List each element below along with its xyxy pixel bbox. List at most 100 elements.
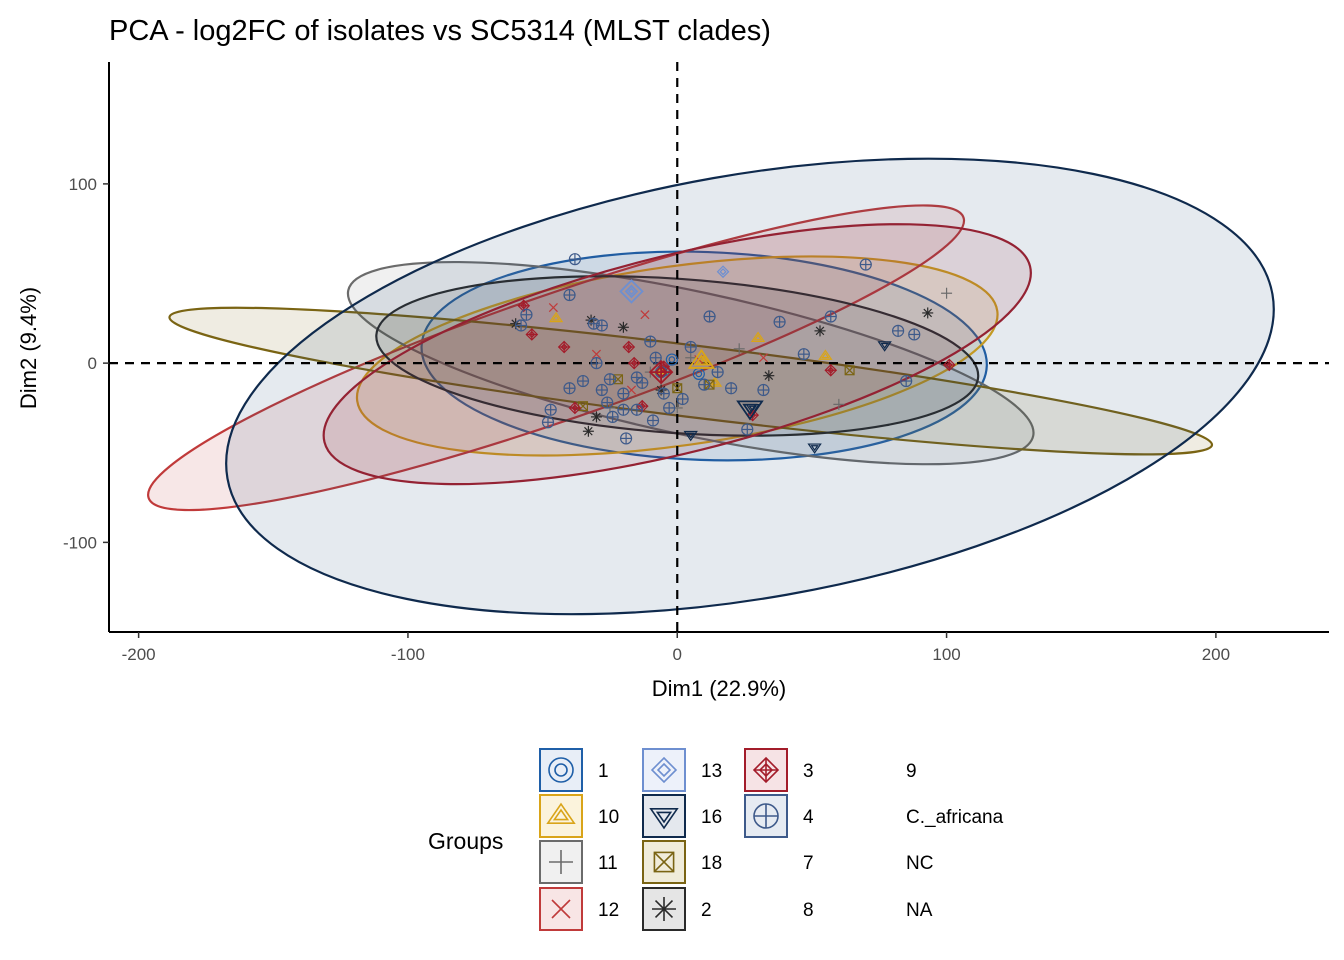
chart-title: PCA - log2FC of isolates vs SC5314 (MLST… — [109, 15, 771, 47]
point-group-4 — [725, 382, 738, 395]
legend-label: C._africana — [906, 807, 1004, 828]
legend-item-na: NA — [906, 900, 933, 921]
point-group-11 — [685, 352, 697, 364]
centroid-group-10 — [687, 348, 716, 369]
point-group-2 — [814, 325, 826, 337]
point-group-4 — [541, 416, 555, 429]
point-group-10 — [818, 349, 833, 360]
legend-label: 7 — [803, 853, 814, 874]
legend-item-9: 9 — [906, 761, 917, 782]
x-tick-label: -200 — [122, 645, 156, 664]
point-group-12 — [640, 310, 650, 320]
point-group-4 — [563, 288, 576, 302]
point-layer — [510, 253, 956, 454]
point-group-1 — [665, 353, 678, 366]
x-tick-label: -100 — [391, 645, 425, 664]
point-group-4 — [619, 432, 633, 445]
legend-item-2: 2 — [642, 887, 712, 931]
point-group-3 — [824, 363, 838, 377]
legend-label: 1 — [598, 761, 609, 782]
point-group-16 — [807, 443, 822, 454]
legend-item-10: 10 — [539, 794, 619, 838]
point-group-3 — [622, 340, 636, 354]
legend-label: 12 — [598, 900, 619, 921]
y-tick-label: -100 — [63, 533, 97, 552]
point-group-4 — [630, 403, 643, 416]
legend-key — [642, 794, 686, 838]
point-group-10 — [750, 331, 766, 342]
legend-label: 4 — [803, 807, 814, 828]
point-group-4 — [606, 410, 619, 424]
point-group-2 — [617, 321, 629, 333]
point-group-12 — [758, 353, 768, 363]
point-group-12 — [548, 303, 558, 313]
point-group-4 — [644, 335, 657, 348]
point-group-3 — [942, 358, 956, 372]
legend-label: 2 — [701, 900, 712, 921]
reference-lines — [109, 62, 1329, 632]
y-tick-label: 100 — [69, 175, 97, 194]
legend-label: 8 — [803, 900, 814, 921]
point-group-4 — [587, 317, 600, 330]
y-axis-label: Dim2 (9.4%) — [16, 287, 41, 409]
point-group-4 — [698, 378, 711, 391]
legend-label: 13 — [701, 761, 722, 782]
x-axis-label: Dim1 (22.9%) — [652, 676, 786, 701]
point-group-4 — [757, 383, 770, 397]
point-group-4 — [630, 371, 643, 384]
legend-label: 18 — [701, 853, 722, 874]
point-group-13 — [716, 265, 730, 279]
point-group-4 — [601, 396, 614, 409]
legend-item-13: 13 — [642, 748, 722, 792]
legend-item-c-africana: C._africana — [906, 807, 1004, 828]
point-group-4 — [563, 382, 576, 395]
point-group-12 — [591, 349, 602, 359]
point-group-10 — [548, 311, 564, 323]
ellipse-group-18 — [168, 306, 1214, 456]
x-tick-label: 0 — [673, 645, 682, 664]
point-group-4 — [676, 392, 689, 406]
legend-label: 10 — [598, 807, 619, 828]
point-group-2 — [590, 411, 602, 423]
point-group-11 — [941, 287, 953, 299]
legend-item-18: 18 — [642, 840, 722, 884]
point-group-4 — [646, 414, 660, 427]
point-group-4 — [595, 383, 608, 397]
point-group-4 — [568, 253, 582, 266]
point-group-2 — [763, 370, 775, 382]
legend-label: NC — [906, 853, 933, 874]
point-group-4 — [824, 310, 837, 323]
point-group-4 — [773, 315, 786, 329]
legend-key — [539, 748, 583, 792]
point-group-11 — [733, 343, 745, 355]
point-group-4 — [859, 258, 872, 271]
legend-item-3: 3 — [744, 748, 814, 792]
point-group-4 — [590, 357, 603, 370]
point-group-4 — [797, 348, 810, 361]
point-group-3 — [627, 356, 641, 370]
legend-item-11: 11 — [539, 840, 618, 884]
legend-label: 9 — [906, 761, 917, 782]
point-group-4 — [595, 319, 608, 332]
point-group-2 — [582, 425, 594, 437]
point-group-4 — [520, 308, 533, 321]
point-group-4 — [684, 340, 697, 354]
y-tick-label: 0 — [88, 354, 97, 373]
legend: 1 13 3 9 10 16 4 C._africana 11 18 7 NC 12 2 8 NA — [539, 748, 1004, 931]
point-group-4 — [900, 374, 913, 388]
axes: -200 -100 0 100 200 -100 0 100 — [63, 62, 1329, 664]
point-group-3 — [568, 401, 582, 415]
x-tick-label: 200 — [1202, 645, 1230, 664]
point-group-4 — [617, 387, 630, 400]
legend-item-1: 1 — [539, 748, 609, 792]
legend-label: NA — [906, 900, 933, 921]
point-group-16 — [683, 430, 698, 442]
point-group-4 — [908, 328, 921, 341]
point-group-18 — [844, 365, 855, 376]
point-group-4 — [891, 324, 905, 337]
point-group-18 — [672, 383, 683, 394]
point-group-4 — [703, 310, 716, 323]
point-group-4 — [649, 351, 662, 364]
